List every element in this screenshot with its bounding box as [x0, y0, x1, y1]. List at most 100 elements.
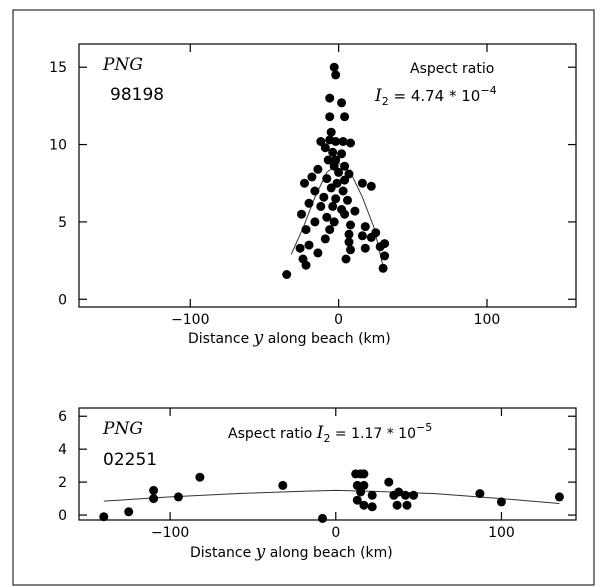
data-point	[99, 512, 109, 522]
data-point	[331, 70, 341, 80]
data-point	[359, 500, 369, 510]
y-tick-label: 4	[58, 442, 67, 458]
data-point	[394, 487, 404, 497]
aspect-exp-bottom: −5	[416, 421, 432, 434]
data-point	[278, 480, 288, 490]
points-top	[282, 62, 390, 279]
figure-border	[12, 9, 595, 586]
plot-frame-bottom	[78, 407, 577, 521]
data-point	[380, 239, 390, 249]
panel-code-bottom: 02251	[103, 450, 157, 470]
data-point	[325, 112, 335, 122]
aspect-sub-bottom: 2	[323, 432, 330, 445]
ticks-top: −100 0 100 0 5 10 15	[49, 44, 576, 328]
data-point	[149, 494, 159, 504]
data-point	[329, 217, 339, 227]
y-tick-label: 10	[49, 138, 67, 154]
data-point	[297, 209, 306, 219]
data-point	[329, 62, 339, 72]
x-axis-label-post-bottom: along beach (km)	[265, 545, 392, 561]
aspect-var-bottom: I	[316, 423, 324, 443]
data-point	[304, 240, 314, 250]
data-point	[400, 490, 410, 500]
data-point	[356, 487, 366, 497]
aspect-sub-top: 2	[382, 95, 389, 108]
data-point	[310, 217, 320, 227]
data-point	[366, 181, 376, 191]
x-axis-label-pre-top: Distance	[188, 331, 254, 347]
aspect-ratio-eq-top: I2 = 4.74 * 10−4	[374, 84, 497, 108]
x-tick-label: 100	[488, 525, 515, 541]
data-point	[378, 263, 388, 273]
aspect-exp-top: −4	[480, 84, 496, 97]
panel-top: −100 0 100 0 5 10 15 PNG 98198 Aspect ratio I2…	[49, 43, 577, 348]
panel-label-bottom: PNG	[102, 419, 143, 439]
data-point	[307, 172, 317, 182]
x-axis-label-top: Distance y along beach (km)	[188, 328, 391, 348]
data-point	[337, 98, 347, 108]
data-point	[343, 195, 352, 205]
data-point	[367, 490, 377, 500]
data-point	[301, 260, 311, 270]
data-point	[319, 192, 329, 202]
data-point	[295, 243, 305, 253]
panel-code-top: 98198	[110, 85, 164, 105]
data-point	[366, 232, 376, 242]
aspect-var-top: I	[374, 86, 382, 106]
data-point	[301, 225, 311, 235]
x-axis-label-var-bottom: y	[255, 542, 266, 562]
data-point	[367, 502, 377, 512]
data-point	[322, 174, 332, 184]
data-point	[344, 229, 354, 239]
data-point	[326, 183, 336, 193]
y-tick-label: 0	[58, 292, 67, 308]
y-tick-label: 6	[58, 409, 67, 425]
data-point	[331, 137, 341, 146]
data-point	[282, 270, 292, 279]
data-point	[337, 149, 347, 159]
x-tick-label: −100	[171, 312, 209, 328]
data-point	[340, 209, 350, 219]
x-axis-label-post-top: along beach (km)	[263, 331, 390, 347]
data-point	[338, 186, 348, 196]
data-point	[316, 137, 326, 146]
data-point	[352, 495, 362, 505]
data-point	[402, 500, 412, 510]
aspect-ratio-title-bottom: Aspect ratio	[228, 426, 317, 442]
y-tick-label: 15	[49, 60, 67, 76]
x-tick-label: 0	[334, 312, 343, 328]
data-point	[409, 490, 419, 500]
data-point	[346, 138, 355, 148]
data-point	[328, 201, 338, 211]
y-tick-label: 5	[58, 215, 67, 231]
data-point	[328, 147, 338, 157]
data-point	[340, 161, 350, 171]
data-point	[475, 489, 485, 499]
data-point	[338, 137, 348, 146]
panel-label-top: PNG	[102, 55, 143, 75]
aspect-ratio-title-top: Aspect ratio	[410, 61, 494, 77]
data-point	[496, 497, 506, 507]
data-point	[360, 222, 370, 232]
aspect-value-top: = 4.74 * 10	[389, 87, 481, 105]
points-bottom	[99, 469, 564, 523]
data-point	[124, 507, 134, 517]
data-point	[340, 175, 350, 185]
data-point	[341, 254, 351, 264]
data-point	[340, 112, 350, 122]
data-point	[325, 225, 335, 235]
data-point	[360, 243, 370, 253]
plot-frame-top	[78, 43, 577, 308]
data-point	[384, 477, 394, 487]
data-point	[320, 143, 330, 153]
data-point	[380, 251, 390, 261]
data-point	[325, 93, 335, 103]
data-point	[323, 155, 333, 165]
data-point	[318, 513, 327, 523]
data-point	[149, 485, 159, 495]
data-point	[392, 500, 402, 510]
data-point	[313, 164, 323, 174]
aspect-ratio-eq-bottom: Aspect ratio I2 = 1.17 * 10−5	[228, 421, 432, 445]
